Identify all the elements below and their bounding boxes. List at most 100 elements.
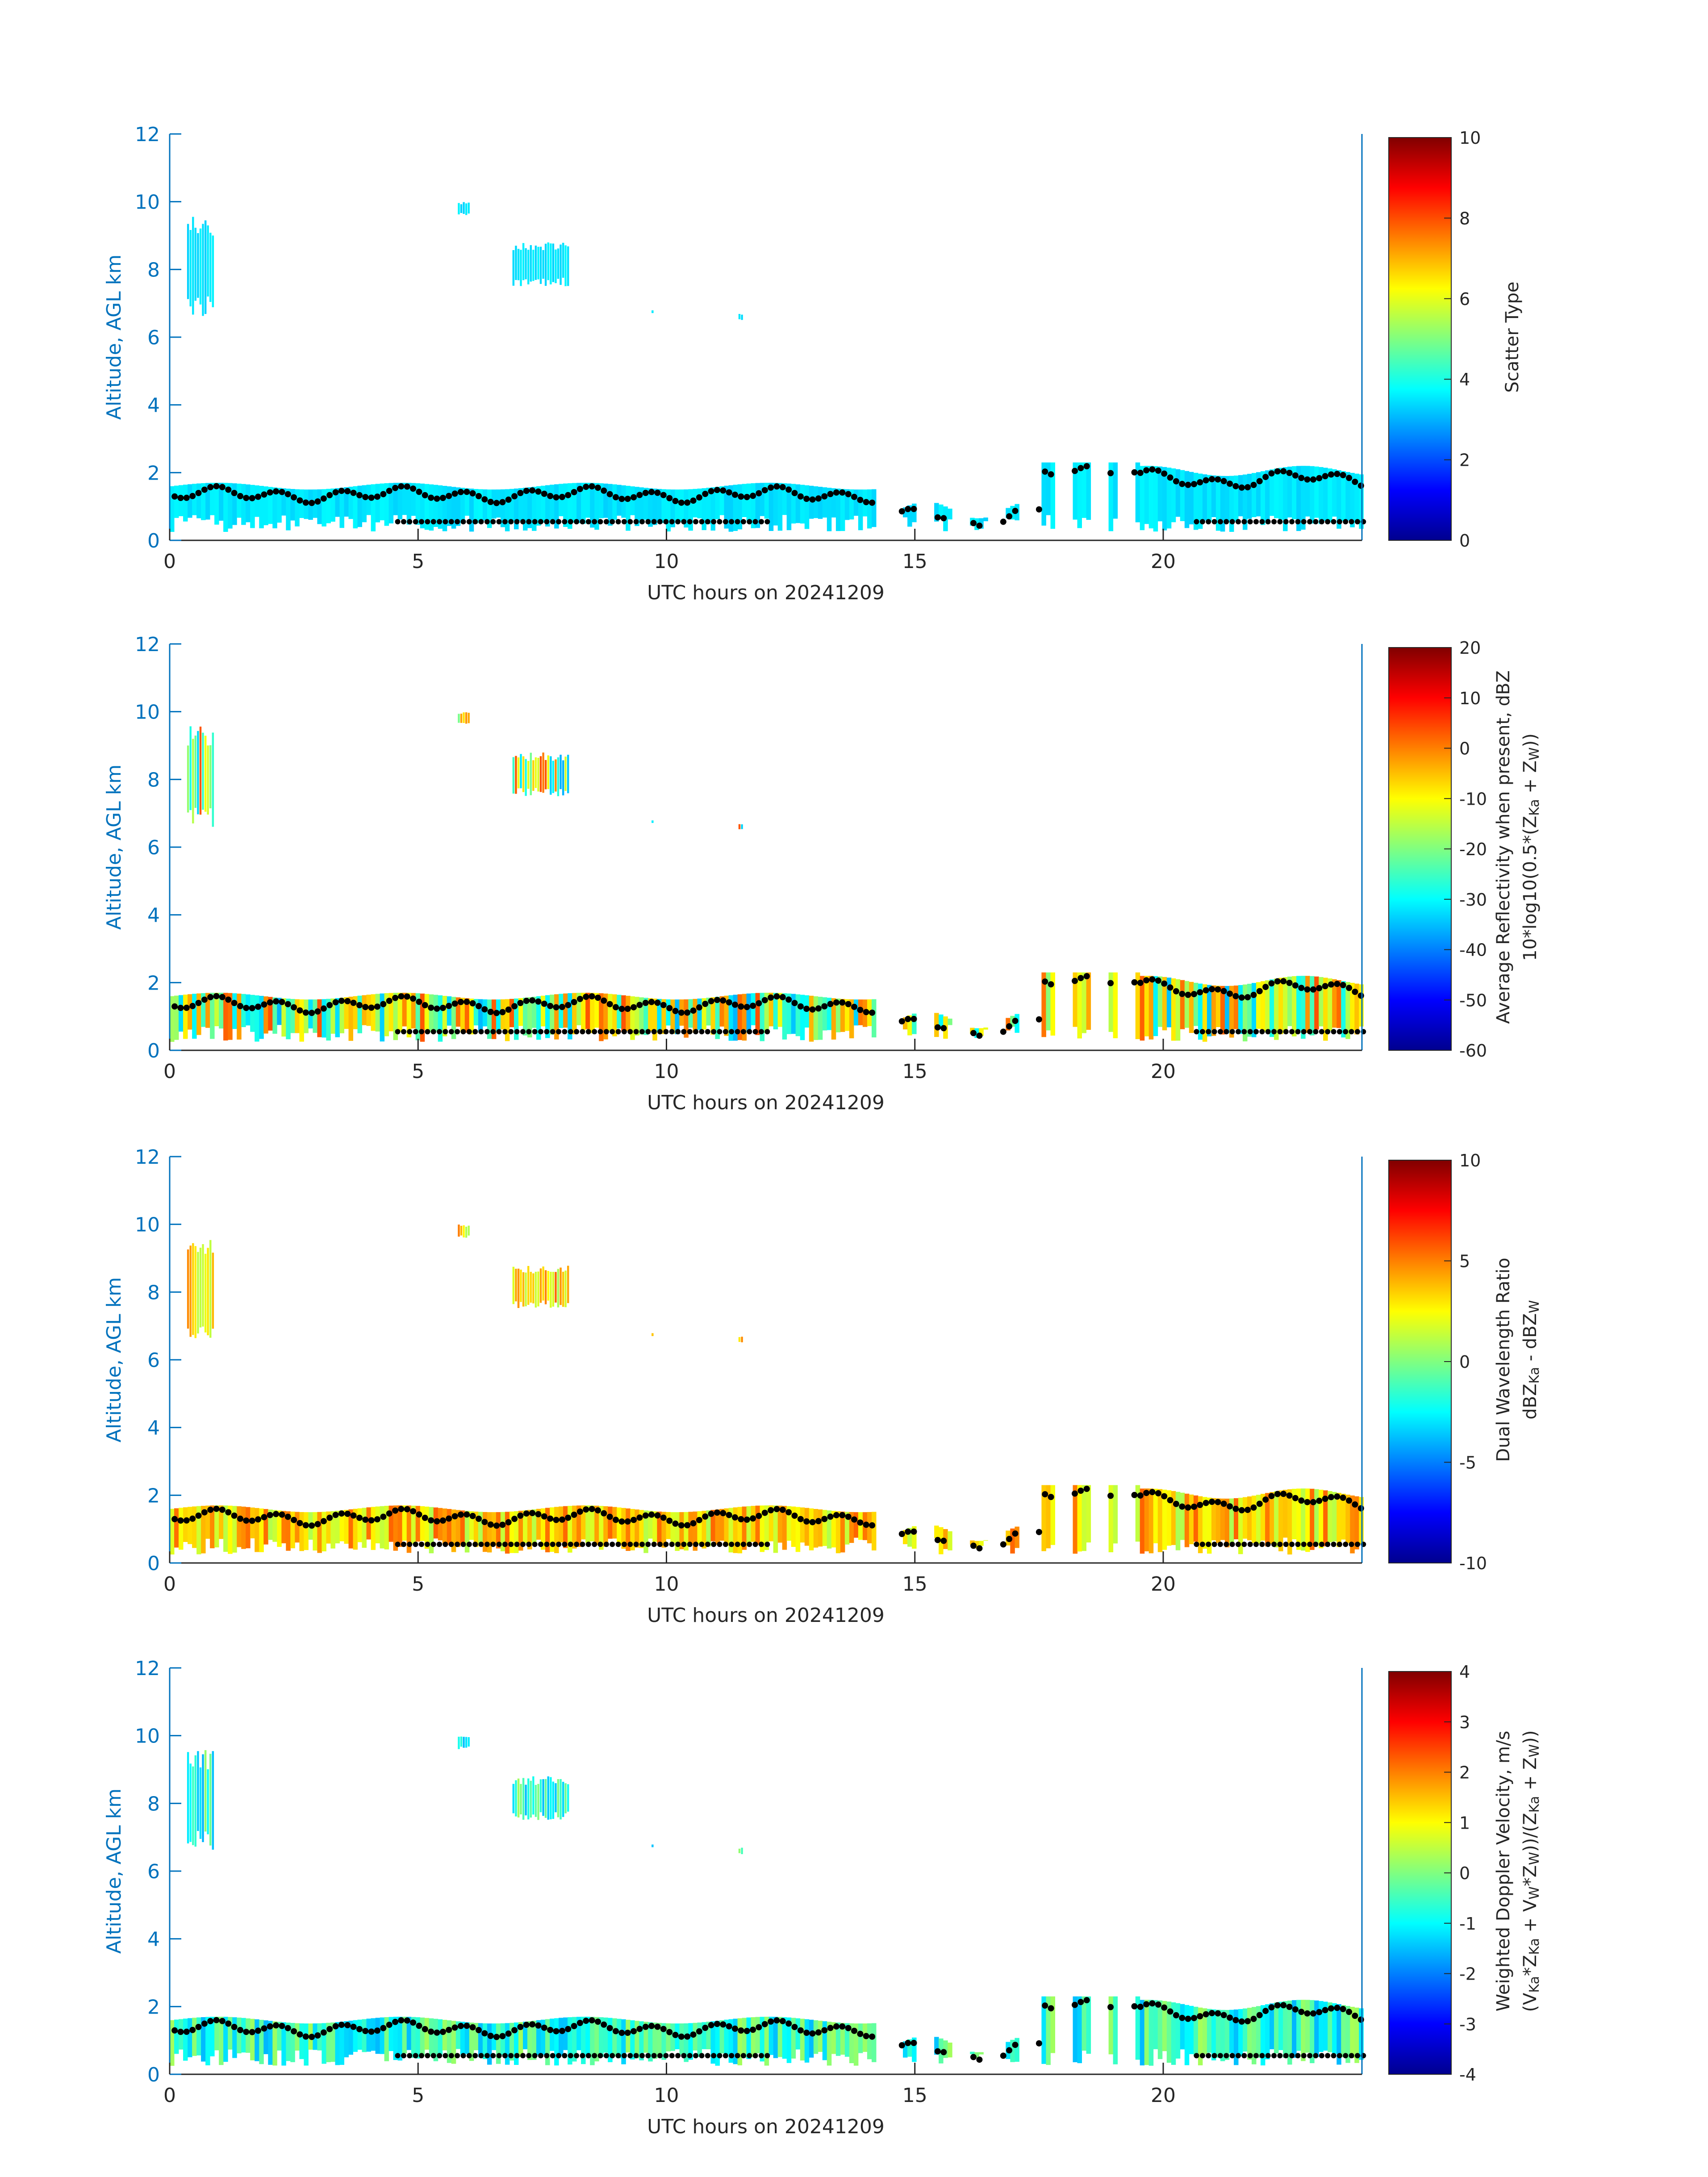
marker	[1012, 1018, 1019, 1024]
marker	[398, 2017, 405, 2024]
marker	[284, 1513, 291, 1520]
marker	[827, 1001, 834, 1007]
cloud-column	[500, 1512, 505, 1551]
marker	[1357, 482, 1364, 489]
marker	[1328, 1494, 1334, 1500]
y-tick-label: 10	[135, 191, 160, 214]
cloud-column	[487, 1512, 492, 1553]
marker	[350, 489, 357, 496]
marker	[1295, 2053, 1301, 2059]
marker	[1313, 1029, 1319, 1035]
cloud-column	[1180, 1492, 1185, 1540]
x-tick-label: 5	[412, 2084, 424, 2107]
cloud-patch	[525, 1784, 527, 1816]
cloud-column	[786, 483, 792, 531]
cloud-column	[451, 1509, 456, 1552]
cloud-column	[290, 1512, 295, 1549]
marker	[797, 1003, 804, 1010]
marker	[434, 495, 440, 502]
marker	[1012, 1530, 1019, 1537]
marker	[1206, 2053, 1211, 2059]
cloud-column	[478, 1512, 483, 1546]
marker	[1077, 1999, 1084, 2006]
marker	[1155, 2001, 1161, 2008]
cloud-column	[509, 1511, 514, 1553]
marker	[702, 1001, 709, 1007]
cloud-column	[357, 1508, 362, 1542]
marker	[1229, 1542, 1235, 1547]
marker	[1331, 1029, 1336, 1035]
cloud-column	[317, 1512, 322, 1553]
cloud-patch	[197, 233, 199, 298]
marker	[970, 520, 977, 526]
marker	[1340, 472, 1346, 478]
marker	[1334, 2005, 1341, 2011]
marker	[1083, 1486, 1090, 1492]
marker	[863, 2033, 869, 2039]
marker	[464, 489, 470, 495]
cloud-column	[550, 2018, 555, 2051]
cloud-patch	[555, 1272, 557, 1303]
cloud-column	[684, 1512, 689, 1551]
cloud-patch	[468, 202, 470, 214]
marker	[636, 1514, 643, 1521]
cloud-column	[773, 483, 778, 526]
cloud-column	[621, 995, 626, 1032]
marker	[666, 1517, 673, 1524]
cloud-column	[724, 995, 729, 1036]
marker	[1277, 2053, 1283, 2059]
marker	[532, 1029, 538, 1035]
cloud-column	[415, 1506, 421, 1542]
cloud-column	[795, 1507, 801, 1552]
marker	[443, 519, 448, 525]
cloud-column	[1283, 467, 1288, 531]
cloud-patch	[520, 1270, 522, 1302]
marker	[606, 2025, 613, 2031]
cloud-column	[1166, 978, 1172, 1028]
cloud-column	[719, 2020, 724, 2054]
marker	[1191, 2015, 1197, 2022]
cloud-patch	[517, 757, 520, 789]
marker	[1331, 2053, 1336, 2059]
cloud-column	[970, 2052, 975, 2054]
marker	[574, 2053, 580, 2059]
colorbar-label: Scatter Type	[1502, 282, 1523, 393]
cloud-patch	[209, 1240, 212, 1338]
marker	[576, 486, 583, 492]
cloud-column	[675, 999, 680, 1035]
marker	[1215, 2010, 1221, 2017]
cloud-column	[1189, 472, 1194, 525]
cloud-column	[464, 2022, 470, 2054]
cloud-column	[362, 1508, 367, 1548]
cloud-column	[174, 1508, 179, 1548]
marker	[1241, 2053, 1247, 2059]
colorbar-label-line1: Scatter Type	[1502, 282, 1523, 393]
cloud-column	[380, 993, 385, 1042]
cloud-column	[791, 484, 796, 524]
marker	[487, 499, 494, 505]
cloud-column	[313, 1512, 317, 1551]
cloud-patch	[651, 310, 654, 313]
cloud-patch	[465, 1226, 468, 1238]
marker	[1334, 1493, 1341, 1500]
marker	[273, 1511, 280, 1517]
colorbar-label-line2: 10*log10(0.5*(ZKa + ZW))	[1520, 733, 1542, 961]
cloud-column	[786, 1506, 792, 1541]
marker	[1307, 2053, 1313, 2059]
marker	[633, 519, 639, 525]
cloud-column	[514, 489, 519, 530]
cloud-column	[737, 2018, 743, 2065]
cloud-column	[210, 1505, 215, 1549]
marker	[970, 1030, 977, 1036]
cloud-column	[1184, 2005, 1190, 2065]
marker	[660, 492, 667, 498]
marker	[1292, 982, 1299, 989]
cloud-column	[777, 483, 783, 531]
marker	[750, 1003, 756, 1009]
cloud-column	[1193, 982, 1199, 1026]
marker	[1325, 2053, 1331, 2059]
cloud-column	[384, 1506, 389, 1550]
marker	[1161, 980, 1168, 987]
marker	[1149, 2000, 1156, 2007]
cloud-column	[241, 484, 246, 525]
